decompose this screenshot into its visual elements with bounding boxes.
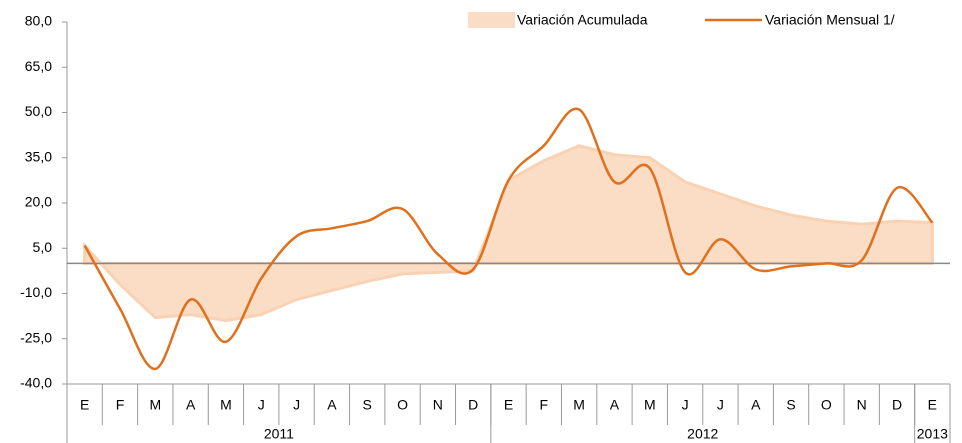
y-tick-label: 50,0 <box>25 103 52 119</box>
y-tick-label: -40,0 <box>20 375 52 391</box>
group-label: 2013 <box>917 426 948 442</box>
y-tick-label: 5,0 <box>33 239 53 255</box>
x-tick-label: S <box>363 397 372 413</box>
area <box>83 144 934 323</box>
x-tick-label: A <box>751 397 761 413</box>
y-tick-label: -10,0 <box>20 284 52 300</box>
y-tick-label: 35,0 <box>25 148 52 164</box>
x-tick-label: O <box>397 397 408 413</box>
y-tick-label: -25,0 <box>20 329 52 345</box>
x-tick-label: N <box>857 397 867 413</box>
y-tick-label: 80,0 <box>25 13 52 29</box>
x-tick-label: D <box>892 397 902 413</box>
legend-label: Variación Acumulada <box>517 12 648 28</box>
x-tick-label: E <box>928 397 937 413</box>
x-tick-label: J <box>682 397 689 413</box>
x-tick-label: F <box>116 397 125 413</box>
group-label: 2012 <box>687 426 718 442</box>
group-label: 2011 <box>264 426 294 442</box>
x-tick-label: J <box>717 397 724 413</box>
x-tick-label: M <box>573 397 585 413</box>
x-tick-label: O <box>821 397 832 413</box>
x-tick-label: J <box>293 397 300 413</box>
x-tick-label: M <box>149 397 161 413</box>
x-tick-label: M <box>644 397 656 413</box>
legend-swatch <box>468 12 515 28</box>
x-tick-label: N <box>433 397 443 413</box>
line <box>83 107 934 371</box>
x-tick-label: M <box>220 397 232 413</box>
x-tick-label: J <box>258 397 265 413</box>
x-tick-label: D <box>468 397 478 413</box>
x-tick-label: A <box>327 397 337 413</box>
x-tick-label: A <box>186 397 196 413</box>
y-tick-label: 65,0 <box>25 58 52 74</box>
x-tick-label: F <box>540 397 549 413</box>
legend-label: Variación Mensual 1/ <box>765 12 895 28</box>
x-tick-label: A <box>610 397 620 413</box>
x-tick-label: S <box>786 397 795 413</box>
x-tick-label: E <box>80 397 89 413</box>
y-tick-label: 20,0 <box>25 194 52 210</box>
x-tick-label: E <box>504 397 513 413</box>
